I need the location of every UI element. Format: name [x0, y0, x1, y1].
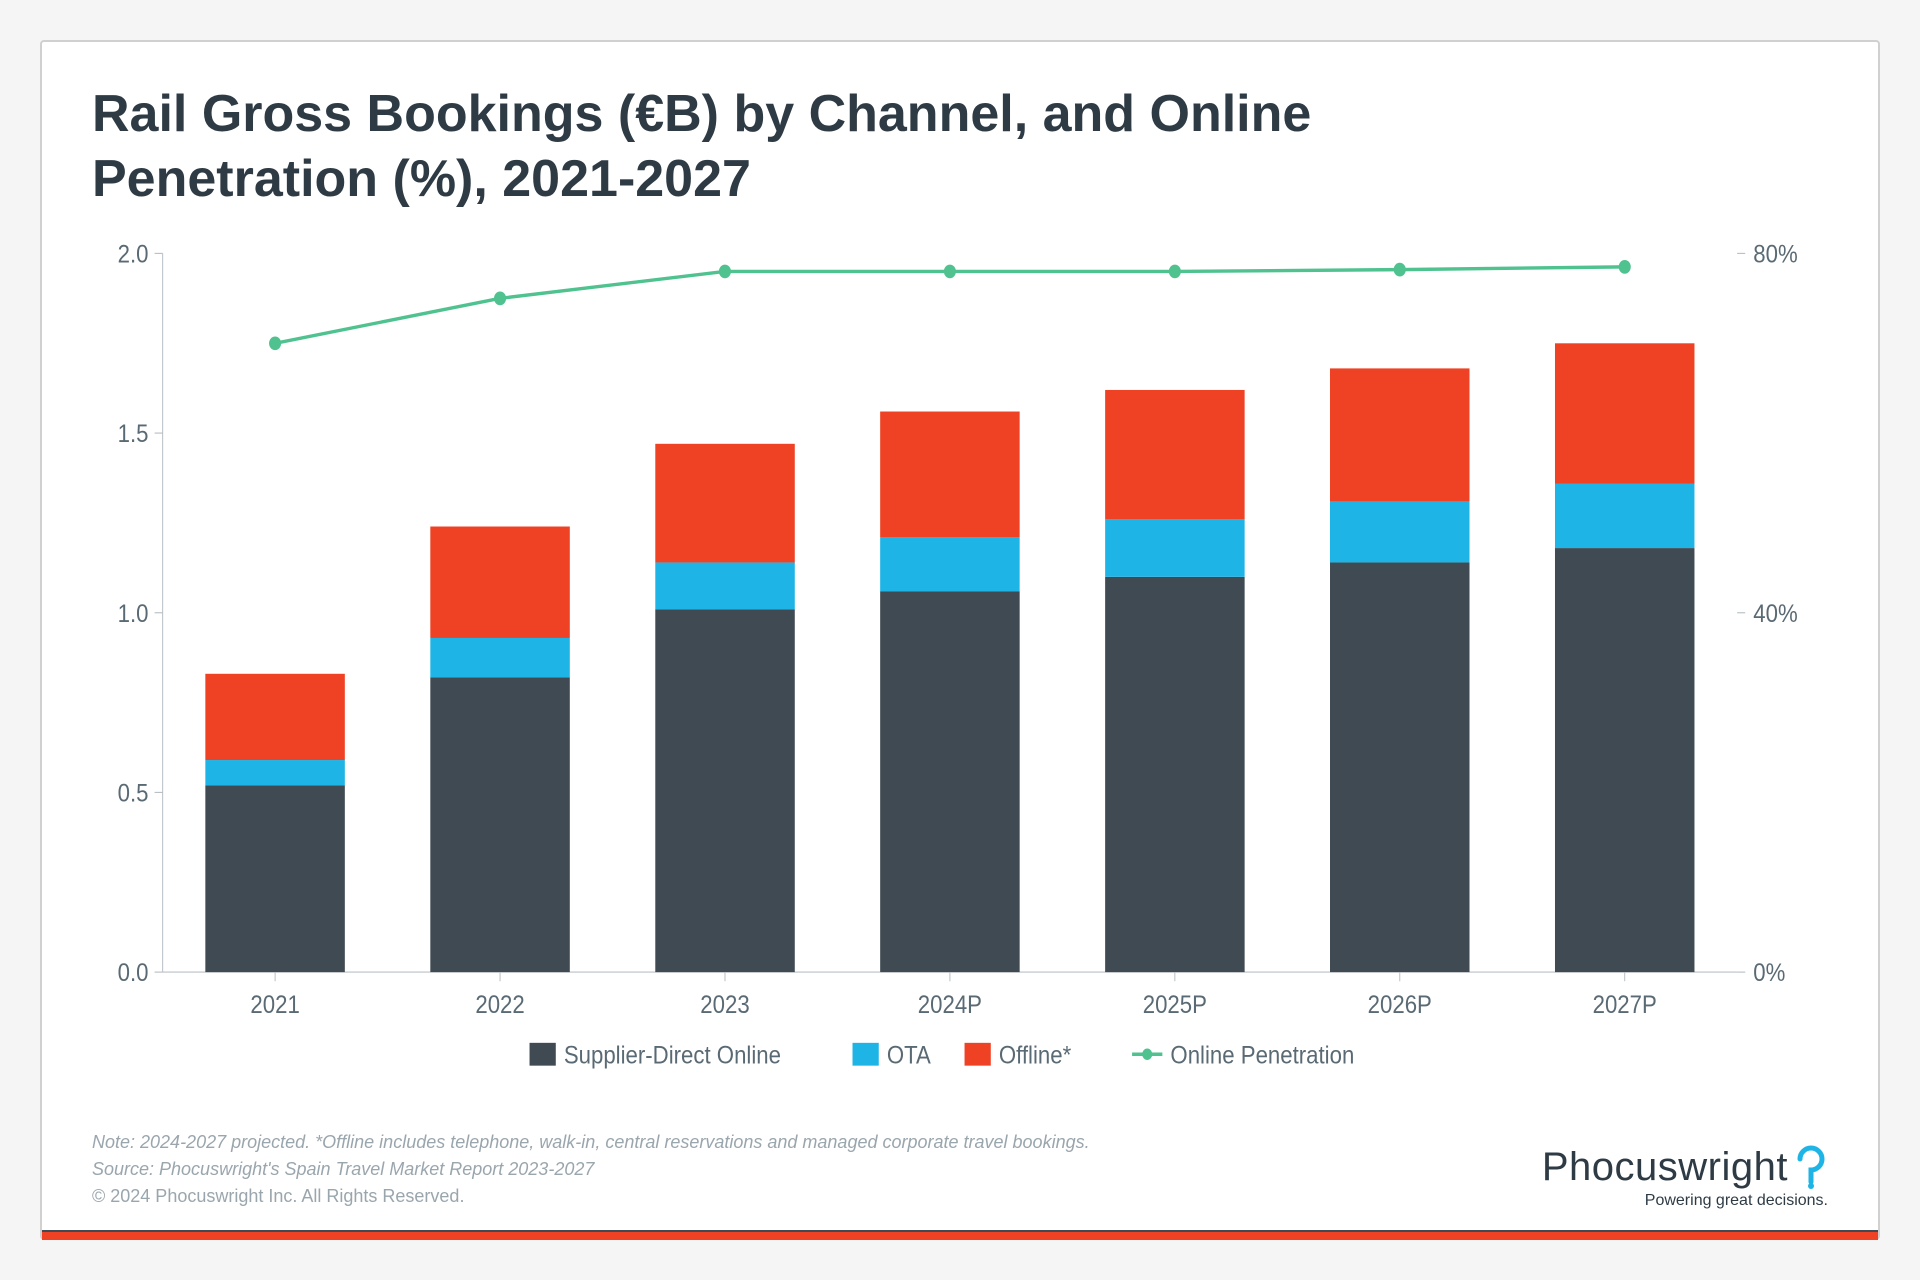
bar-segment	[1105, 577, 1244, 972]
line-marker	[1169, 265, 1181, 279]
line-series	[275, 267, 1625, 343]
bar-segment	[1555, 483, 1694, 548]
chart-area: 0.0 0.5 1.0 1.5 2.0 0% 40% 80% 2021 2022 2023 2024P…	[92, 242, 1828, 1109]
footnotes: Note: 2024-2027 projected. *Offline incl…	[92, 1129, 1090, 1210]
svg-text:2021: 2021	[250, 992, 299, 1020]
brand-name-row: Phocuswright	[1542, 1145, 1828, 1190]
legend-label: OTA	[887, 1042, 931, 1070]
footnote-line: Note: 2024-2027 projected. *Offline incl…	[92, 1129, 1090, 1156]
chart-title: Rail Gross Bookings (€B) by Channel, and…	[92, 82, 1392, 212]
svg-text:40%: 40%	[1753, 601, 1797, 629]
brand-mark-icon	[1794, 1145, 1828, 1189]
bar-segment	[655, 444, 794, 563]
svg-text:2022: 2022	[475, 992, 524, 1020]
footer: Note: 2024-2027 projected. *Offline incl…	[92, 1129, 1828, 1218]
svg-text:0.5: 0.5	[118, 780, 149, 808]
bar-segment	[655, 609, 794, 972]
svg-text:2027P: 2027P	[1593, 992, 1657, 1020]
bar-segment	[880, 537, 1019, 591]
line-marker	[1394, 263, 1406, 277]
svg-text:0.0: 0.0	[118, 960, 149, 988]
brand-block: Phocuswright Powering great decisions.	[1542, 1145, 1828, 1210]
bar-segment	[1330, 562, 1469, 972]
line-marker	[269, 336, 281, 350]
bar-segment	[1330, 368, 1469, 501]
bar-segment	[655, 562, 794, 609]
legend-marker	[1142, 1049, 1152, 1060]
brand-tagline: Powering great decisions.	[1542, 1192, 1828, 1210]
chart-svg: 0.0 0.5 1.0 1.5 2.0 0% 40% 80% 2021 2022 2023 2024P…	[92, 242, 1828, 1109]
svg-text:0%: 0%	[1753, 960, 1785, 988]
bar-segment	[430, 638, 569, 677]
bar-segment	[430, 527, 569, 638]
line-marker	[719, 265, 731, 279]
bar-segment	[880, 412, 1019, 538]
legend-label: Online Penetration	[1170, 1042, 1354, 1070]
brand-name: Phocuswright	[1542, 1145, 1788, 1190]
svg-text:2024P: 2024P	[918, 992, 982, 1020]
bar-segment	[205, 674, 344, 760]
bar-segment	[1555, 548, 1694, 972]
bar-segment	[1105, 519, 1244, 576]
bar-segment	[205, 760, 344, 785]
line-marker	[1619, 260, 1631, 274]
svg-text:80%: 80%	[1753, 242, 1797, 269]
legend-label: Offline*	[999, 1042, 1071, 1070]
bar-segment	[1555, 343, 1694, 483]
svg-text:2023: 2023	[700, 992, 749, 1020]
bar-segment	[205, 785, 344, 972]
legend-swatch	[853, 1043, 879, 1066]
footnote-copyright: © 2024 Phocuswright Inc. All Rights Rese…	[92, 1183, 1090, 1210]
bar-segment	[430, 677, 569, 972]
legend-swatch	[965, 1043, 991, 1066]
bar-segment	[1105, 390, 1244, 519]
line-marker	[494, 292, 506, 306]
svg-text:2025P: 2025P	[1143, 992, 1207, 1020]
svg-text:2.0: 2.0	[118, 242, 149, 269]
bar-segment	[1330, 501, 1469, 562]
line-marker	[944, 265, 956, 279]
legend-label: Supplier-Direct Online	[564, 1042, 781, 1070]
svg-text:1.5: 1.5	[118, 421, 149, 449]
legend-swatch	[530, 1043, 556, 1066]
footnote-source: Source: Phocuswright's Spain Travel Mark…	[92, 1156, 1090, 1183]
page-frame: Rail Gross Bookings (€B) by Channel, and…	[0, 0, 1920, 1280]
chart-card: Rail Gross Bookings (€B) by Channel, and…	[40, 40, 1880, 1240]
bar-segment	[880, 591, 1019, 972]
bottom-accent-bar	[42, 1230, 1878, 1240]
svg-text:2026P: 2026P	[1368, 992, 1432, 1020]
svg-text:1.0: 1.0	[118, 601, 149, 629]
